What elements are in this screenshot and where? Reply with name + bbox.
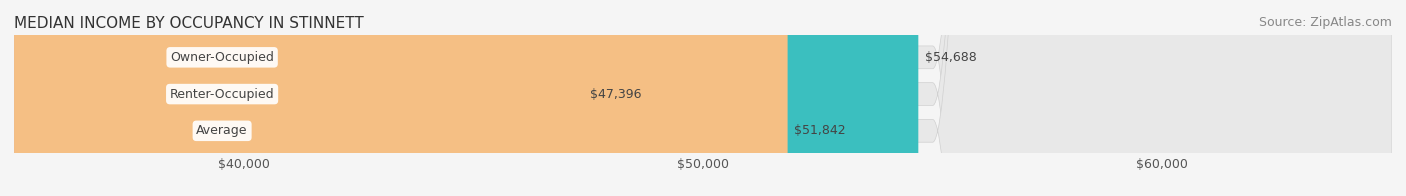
Text: $47,396: $47,396 — [591, 88, 641, 101]
Text: Renter-Occupied: Renter-Occupied — [170, 88, 274, 101]
Text: Owner-Occupied: Owner-Occupied — [170, 51, 274, 64]
Text: MEDIAN INCOME BY OCCUPANCY IN STINNETT: MEDIAN INCOME BY OCCUPANCY IN STINNETT — [14, 16, 364, 31]
FancyBboxPatch shape — [14, 0, 1392, 196]
FancyBboxPatch shape — [14, 0, 1392, 196]
Text: $51,842: $51,842 — [794, 124, 846, 137]
FancyBboxPatch shape — [14, 0, 1392, 196]
Text: Source: ZipAtlas.com: Source: ZipAtlas.com — [1258, 16, 1392, 29]
FancyBboxPatch shape — [14, 0, 583, 196]
FancyBboxPatch shape — [14, 0, 787, 196]
Text: $54,688: $54,688 — [925, 51, 977, 64]
Text: Average: Average — [197, 124, 247, 137]
FancyBboxPatch shape — [14, 0, 918, 196]
